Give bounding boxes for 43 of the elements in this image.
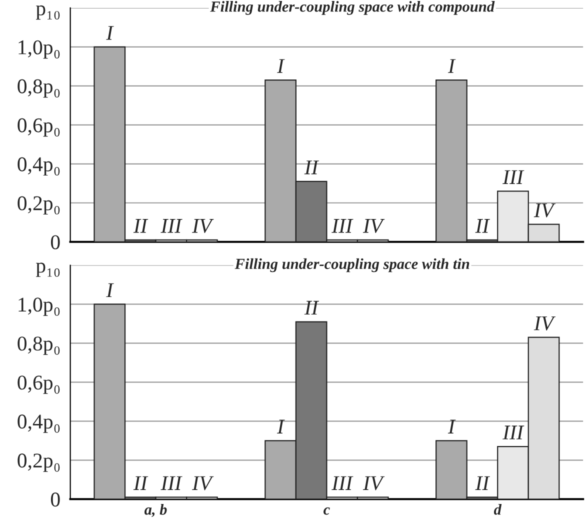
text: II [475, 476, 490, 490]
text: II [475, 219, 490, 233]
text: I [277, 420, 285, 434]
text: III [502, 426, 524, 440]
y-tick-label: 1,0p₀ [18, 40, 60, 59]
y-tick-label: 0,6p₀ [18, 118, 60, 137]
y-tick-label: 0,2p₀ [18, 196, 60, 215]
y-tick-label: 0,8p₀ [18, 79, 60, 98]
y-tick-label: 0,2p₀ [18, 454, 60, 472]
y-tick-label: p₁₀ [36, 262, 60, 277]
text: IV [534, 316, 556, 330]
series-label: III [160, 476, 182, 490]
text: III [332, 219, 354, 233]
text: I [277, 59, 285, 73]
series-label: IV [192, 219, 214, 234]
text: II [304, 300, 320, 315]
chart-title: Filling under-coupling space with compound [210, 1, 495, 15]
text: III [502, 170, 524, 184]
y-tick-label: 0,8p₀ [18, 336, 60, 355]
text: III [332, 476, 354, 490]
text: IV [534, 203, 556, 218]
y-tick-label: 0,4p₀ [18, 414, 60, 433]
series-label: II [133, 219, 148, 233]
x-tick-label: d [494, 504, 502, 515]
y-tick-label: 1,0p₀ [18, 298, 60, 316]
series-label: IV [192, 476, 214, 490]
series-label: II [133, 476, 148, 490]
text: I [448, 420, 456, 434]
text: IV [362, 476, 385, 490]
text: I [448, 59, 456, 73]
x-tick-label: c [324, 507, 330, 515]
y-tick-label: p₁₀ [36, 5, 60, 20]
series-label: III [160, 219, 182, 233]
y-tick-label: 0 [50, 235, 60, 250]
text: II [304, 160, 320, 174]
series-label: I [106, 283, 114, 298]
series-label: I [106, 26, 114, 40]
text: IV [362, 219, 385, 234]
x-tick-label: a, b [144, 504, 167, 517]
y-tick-label: 0,6p₀ [18, 376, 60, 394]
chart-title: Filling under-coupling space with tin [234, 258, 470, 272]
y-tick-label: 0 [50, 492, 60, 507]
y-tick-label: 0,4p₀ [18, 157, 60, 176]
